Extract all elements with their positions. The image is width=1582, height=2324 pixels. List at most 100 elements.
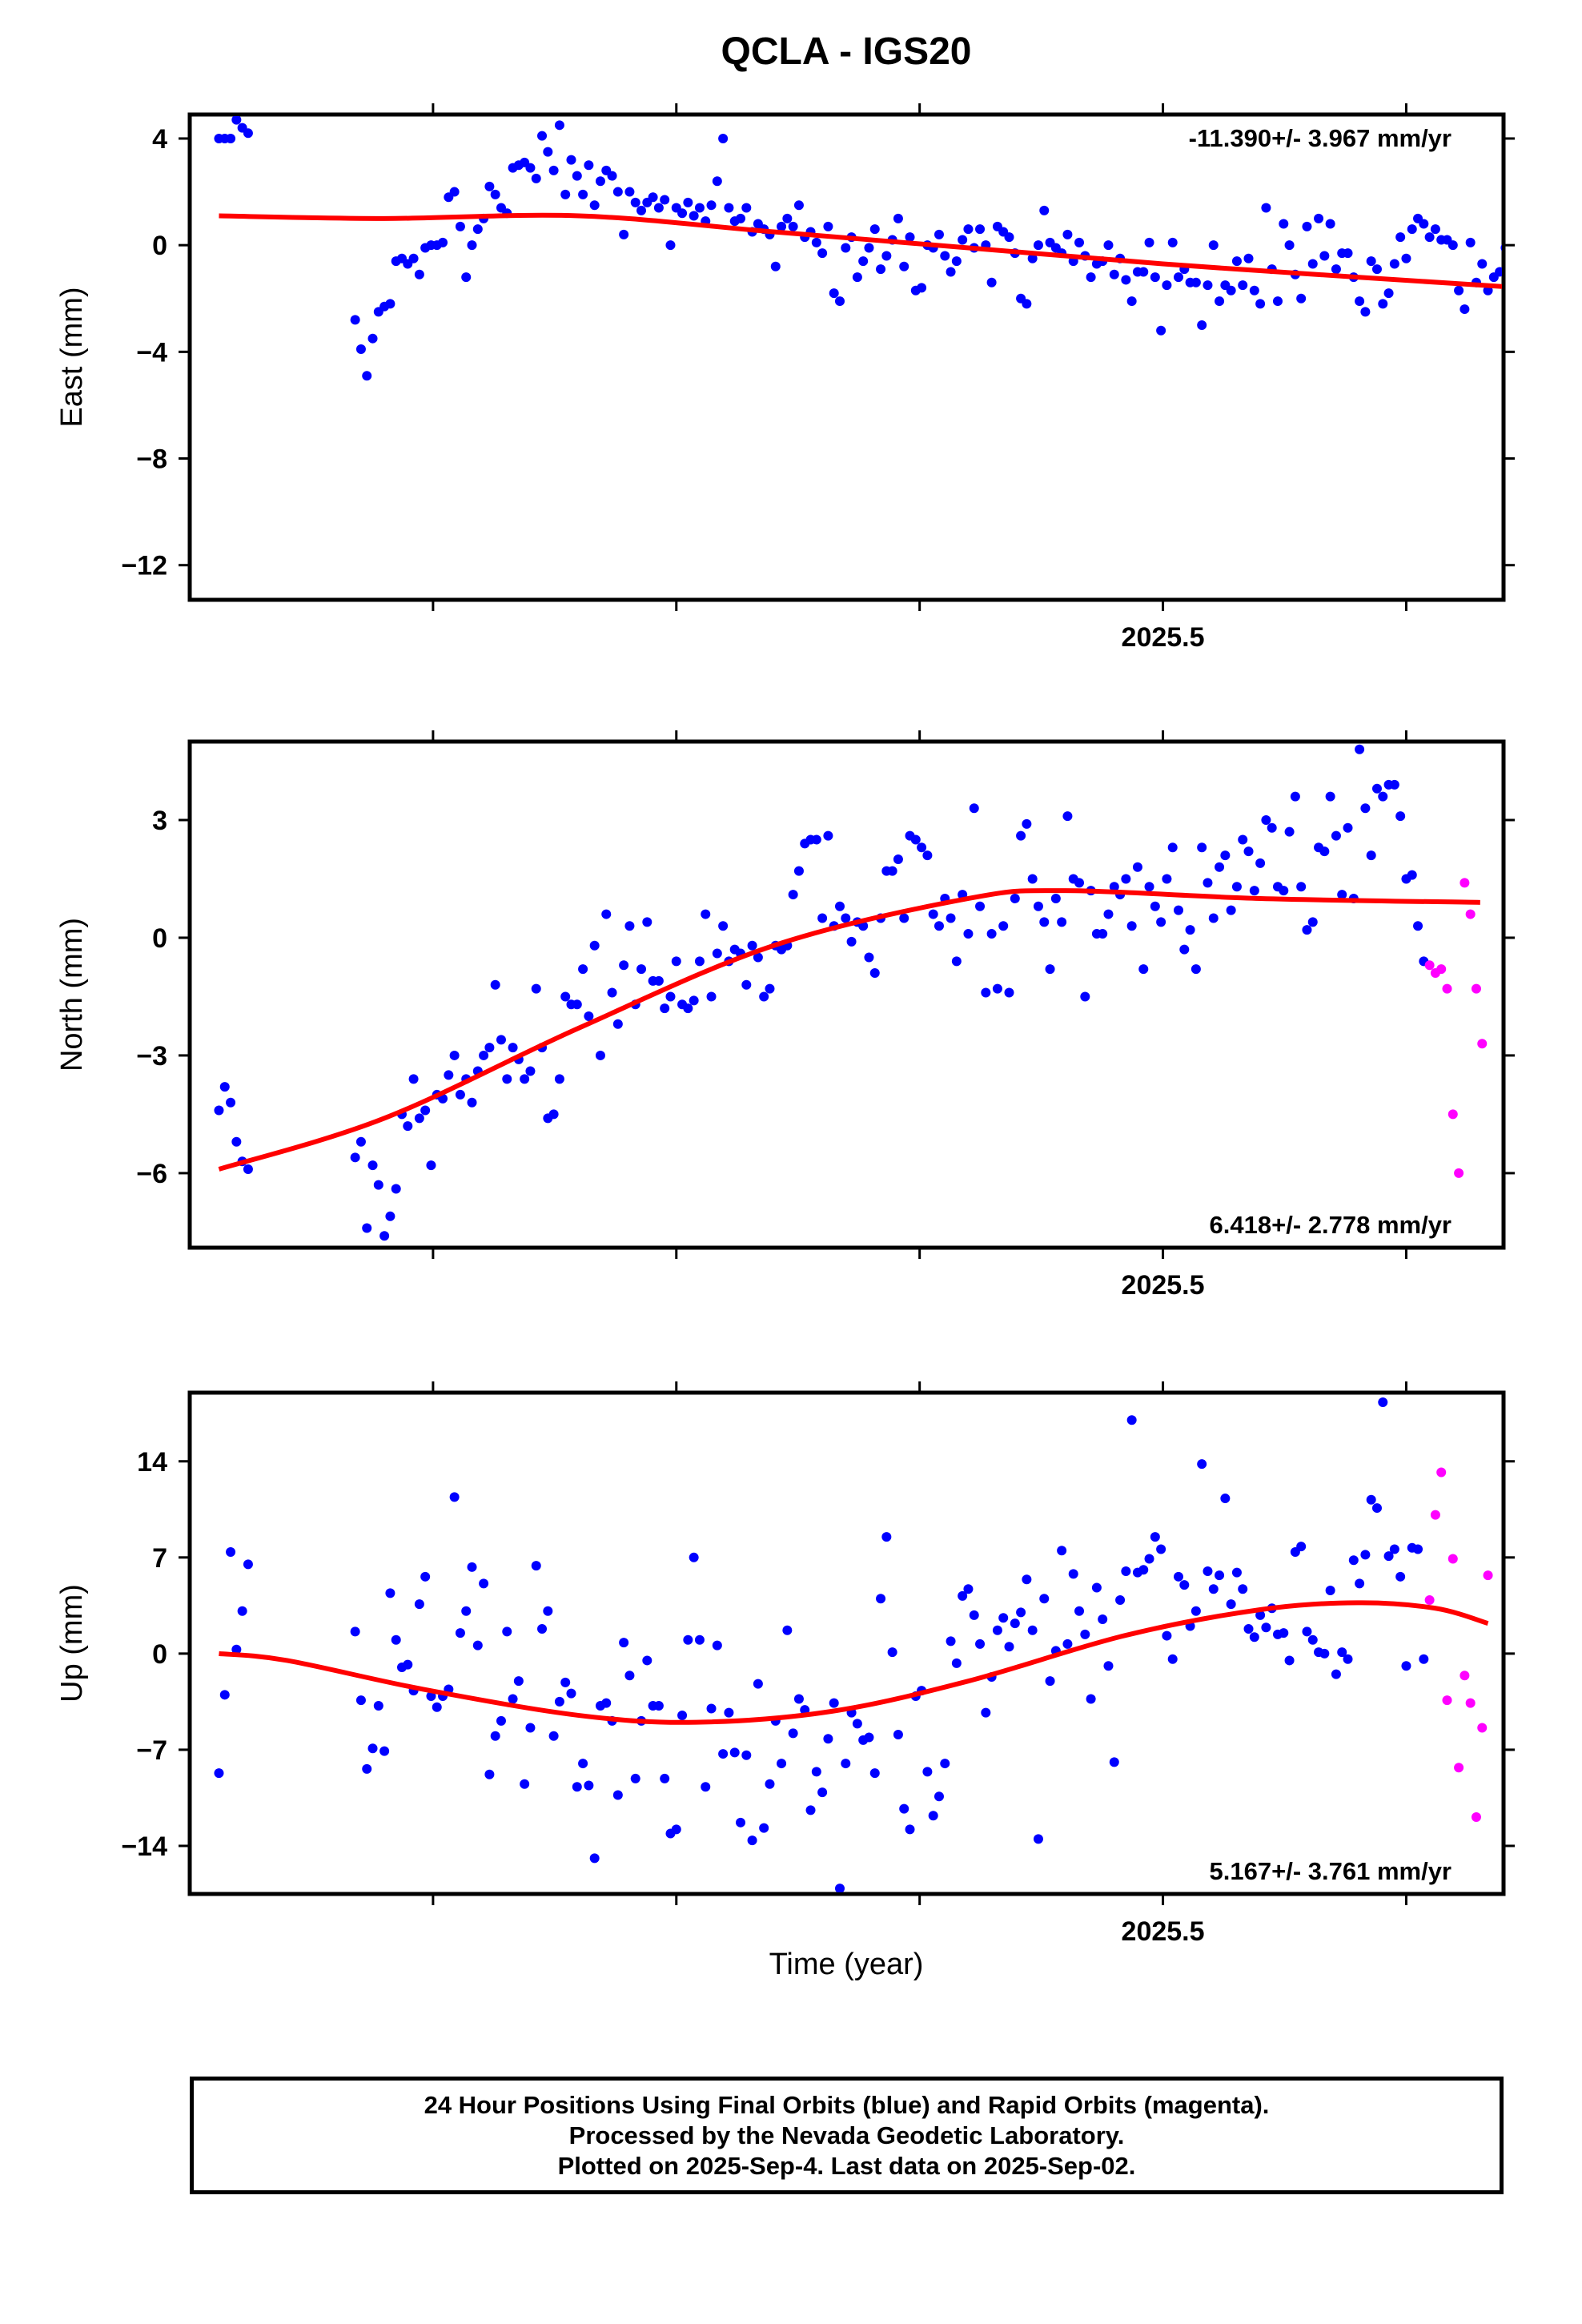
up-final-orbit-point	[1279, 1628, 1289, 1638]
up-final-orbit-point	[998, 1613, 1009, 1623]
east-final-orbit-point	[1518, 238, 1528, 247]
north-final-orbit-point	[718, 921, 729, 931]
north-final-orbit-point	[578, 964, 588, 975]
north-final-orbit-point	[1197, 842, 1207, 853]
up-final-orbit-point	[449, 1492, 460, 1502]
east-final-orbit-point	[537, 131, 548, 141]
up-final-orbit-point	[1255, 1610, 1266, 1620]
east-final-orbit-point	[367, 333, 378, 344]
east-final-orbit-point	[467, 240, 477, 251]
up-final-orbit-point	[1331, 1669, 1341, 1679]
up-final-orbit-point	[362, 1763, 372, 1774]
east-final-orbit-point	[917, 283, 927, 293]
east-final-orbit-point	[1507, 256, 1516, 266]
up-final-orbit-point	[1150, 1532, 1160, 1542]
north-final-orbit-point	[1179, 944, 1190, 955]
up-ytick-label: −14	[121, 1831, 167, 1862]
up-final-orbit-point	[1419, 1654, 1429, 1664]
up-final-orbit-point	[554, 1696, 564, 1707]
north-fit-curve	[218, 888, 1480, 1172]
east-final-orbit-point	[1378, 299, 1388, 309]
up-final-orbit-point	[958, 1590, 968, 1601]
north-final-orbit-point	[1156, 917, 1166, 927]
east-final-orbit-point	[1530, 275, 1540, 284]
up-final-orbit-point	[899, 1803, 909, 1814]
up-final-orbit-point	[1208, 1584, 1219, 1594]
east-final-orbit-point	[612, 187, 623, 197]
east-final-orbit-point	[1197, 320, 1207, 331]
east-final-orbit-point	[899, 261, 909, 271]
east-final-orbit-point	[385, 299, 396, 309]
up-final-orbit-point	[1249, 1632, 1259, 1642]
up-final-orbit-point	[782, 1625, 793, 1635]
east-final-orbit-point	[1279, 219, 1289, 229]
east-final-orbit-point	[1424, 232, 1435, 243]
up-final-orbit-point	[1325, 1585, 1335, 1595]
north-final-orbit-point	[1371, 783, 1382, 794]
north-rapid-orbit-point	[1454, 1168, 1464, 1178]
up-final-orbit-point	[1197, 1459, 1207, 1470]
up-final-orbit-point	[1319, 1648, 1330, 1659]
east-final-orbit-point	[362, 371, 372, 381]
east-final-orbit-point	[1371, 264, 1382, 275]
east-final-orbit-point	[683, 197, 693, 207]
east-final-orbit-point	[1062, 229, 1073, 239]
up-final-orbit-point	[1401, 1661, 1411, 1671]
north-final-orbit-point	[1337, 890, 1347, 900]
north-final-orbit-point	[1045, 964, 1055, 975]
up-final-orbit-point	[1243, 1623, 1254, 1634]
east-final-orbit-point	[876, 264, 886, 275]
east-final-orbit-point	[1419, 219, 1429, 229]
east-final-orbit-point	[694, 203, 705, 213]
east-final-orbit-point	[1261, 203, 1271, 213]
up-final-orbit-point	[922, 1767, 933, 1777]
east-final-orbit-point	[438, 237, 448, 247]
up-final-orbit-point	[747, 1835, 757, 1846]
east-final-orbit-point	[724, 203, 734, 213]
up-plot-frame	[187, 1390, 1506, 1896]
north-final-orbit-point	[986, 929, 997, 939]
north-final-orbit-point	[355, 1136, 366, 1147]
north-final-orbit-point	[1249, 886, 1259, 896]
up-final-orbit-point	[1068, 1569, 1078, 1579]
east-final-orbit-point	[829, 288, 839, 299]
north-final-orbit-point	[572, 999, 582, 1010]
east-final-orbit-point	[543, 147, 553, 157]
north-final-orbit-point	[496, 1035, 506, 1045]
north-final-orbit-point	[350, 1152, 360, 1163]
north-final-orbit-point	[689, 995, 699, 1006]
east-final-orbit-point	[1126, 296, 1137, 307]
up-final-orbit-point	[373, 1701, 383, 1711]
east-rapid-orbit-point	[1544, 243, 1553, 252]
east-final-orbit-point	[1383, 288, 1394, 299]
up-final-orbit-point	[214, 1768, 224, 1779]
north-final-orbit-point	[1126, 921, 1137, 931]
east-final-orbit-point	[858, 256, 869, 267]
east-final-orbit-point	[1355, 296, 1365, 307]
up-final-orbit-point	[461, 1606, 472, 1616]
east-final-orbit-point	[1524, 251, 1534, 260]
north-rapid-orbit-point	[1460, 878, 1470, 888]
up-data-layer	[214, 1397, 1493, 1892]
north-final-orbit-point	[1331, 830, 1341, 841]
up-final-orbit-point	[963, 1584, 974, 1594]
north-ytick-label: 3	[152, 806, 167, 836]
up-final-orbit-point	[653, 1701, 664, 1711]
east-rapid-orbit-point	[1549, 275, 1559, 284]
up-final-orbit-point	[1027, 1625, 1038, 1635]
north-final-orbit-point	[671, 956, 681, 967]
east-final-orbit-point	[951, 256, 962, 267]
east-final-orbit-point	[449, 187, 460, 197]
north-final-orbit-point	[1132, 862, 1142, 872]
east-final-orbit-point	[946, 267, 956, 277]
east-final-orbit-point	[1447, 240, 1458, 251]
north-final-orbit-point	[1413, 921, 1423, 931]
north-final-orbit-point	[1203, 878, 1213, 888]
east-final-orbit-point	[782, 213, 793, 223]
east-final-orbit-point	[1004, 232, 1014, 243]
north-rapid-orbit-point	[1465, 909, 1476, 919]
up-final-orbit-point	[1080, 1629, 1090, 1639]
east-final-orbit-point	[1319, 251, 1330, 261]
up-final-orbit-point	[1383, 1551, 1394, 1562]
north-final-orbit-point	[765, 983, 775, 994]
